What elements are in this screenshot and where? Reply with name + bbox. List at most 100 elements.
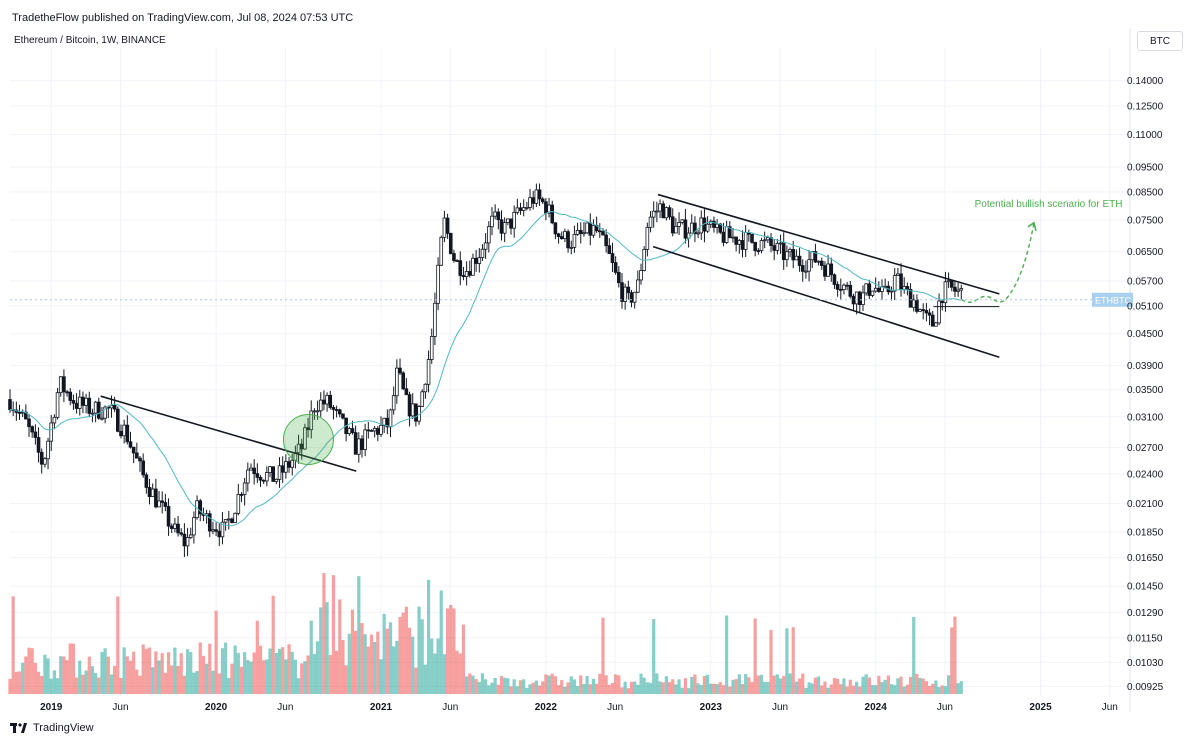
candle-body: [934, 322, 938, 327]
volume-bar: [401, 612, 405, 694]
candle-body: [674, 226, 678, 234]
volume-bar: [173, 647, 177, 694]
volume-bar: [493, 677, 497, 694]
volume-bar: [636, 684, 640, 694]
y-tick-label: 0.02400: [1127, 469, 1164, 480]
volume-bar: [598, 673, 602, 694]
candle-body: [537, 189, 542, 200]
candle-body: [480, 248, 485, 259]
candle-body: [433, 302, 437, 337]
volume-bar: [335, 650, 339, 694]
candle-body: [112, 404, 117, 410]
volume-bar: [373, 641, 377, 694]
volume-bar: [848, 679, 852, 694]
candle-body: [683, 219, 688, 239]
candle-body: [363, 429, 367, 450]
candle-body: [471, 257, 475, 276]
volume-bar: [363, 634, 367, 694]
volume-bar: [366, 646, 370, 694]
volume-bar: [128, 660, 133, 694]
volume-bar: [119, 678, 123, 694]
candle-body: [376, 428, 380, 435]
candle-body: [832, 274, 837, 285]
candle-body: [892, 275, 897, 292]
volume-bar: [512, 679, 516, 694]
volume-bar: [312, 653, 317, 694]
volume-bar: [953, 616, 957, 694]
volume-bar: [931, 683, 935, 694]
volume-bar: [100, 652, 104, 694]
candle-body: [128, 441, 133, 448]
candle-body: [924, 310, 929, 314]
volume-bar: [176, 665, 180, 694]
candle-body: [81, 396, 85, 406]
volume-bar: [506, 678, 510, 694]
candle-body: [525, 207, 529, 209]
candle-body: [632, 291, 637, 303]
volume-bar: [65, 660, 69, 694]
currency-button[interactable]: BTC: [1137, 31, 1183, 51]
candle-body: [670, 216, 675, 234]
volume-bar: [185, 649, 190, 694]
candle-body: [271, 466, 275, 482]
x-tick-label: 2020: [205, 702, 228, 713]
volume-bar: [350, 609, 355, 694]
volume-bar: [236, 652, 240, 694]
candle-body: [280, 465, 285, 473]
volume-bar: [379, 659, 383, 694]
candle-body: [357, 438, 361, 455]
volume-bar: [772, 675, 776, 694]
candle-body: [414, 403, 418, 422]
candle-body: [249, 467, 253, 471]
candle-body: [775, 243, 780, 251]
candle-body: [439, 236, 444, 266]
candle-body: [176, 523, 180, 534]
candle-body: [953, 286, 957, 292]
candle-body: [372, 428, 377, 432]
volume-bar: [667, 682, 672, 694]
candle-body: [693, 222, 697, 235]
x-tick-label: 2021: [370, 702, 393, 713]
projection-path: [960, 222, 1035, 304]
volume-bar: [496, 684, 500, 694]
candle-body: [854, 291, 859, 305]
volume-bar: [433, 653, 437, 694]
candle-body: [287, 461, 291, 468]
candle-body: [610, 253, 615, 263]
volume-bar: [610, 682, 615, 694]
candle-body: [290, 459, 295, 468]
candle-body: [39, 451, 44, 465]
candle-body: [198, 500, 203, 515]
candle-body: [353, 432, 358, 455]
candle-body: [274, 478, 279, 482]
tradingview-logo-icon: [10, 723, 27, 733]
volume-bar: [877, 675, 881, 694]
volume-bar: [94, 673, 98, 694]
volume-bar: [718, 682, 722, 694]
candle-body: [401, 372, 405, 390]
volume-bar: [14, 671, 18, 694]
candle-body: [395, 367, 399, 397]
volume-bar: [262, 660, 266, 694]
volume-bar: [629, 681, 634, 694]
candle-body: [17, 411, 22, 414]
highlight-circle: [282, 413, 334, 465]
trend-line: [657, 193, 1000, 295]
candle-body: [689, 222, 694, 234]
volume-bar: [239, 666, 244, 694]
candle-body: [937, 300, 941, 324]
candle-body: [816, 260, 821, 263]
volume-bar: [303, 661, 307, 694]
candle-body: [823, 265, 827, 277]
volume-bar: [490, 682, 494, 694]
volume-bar: [224, 642, 228, 694]
volume-bar: [265, 659, 269, 694]
volume-bar: [27, 647, 31, 694]
volume-bar: [201, 655, 206, 694]
candle-body: [122, 424, 126, 437]
candle-body: [144, 474, 149, 488]
candle-body: [65, 391, 69, 394]
candle-body: [77, 396, 82, 409]
volume-bar: [715, 684, 719, 694]
volume-bar: [585, 676, 589, 694]
